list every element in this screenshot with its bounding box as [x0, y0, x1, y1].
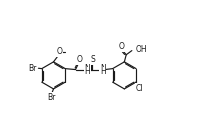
Text: N: N — [100, 64, 106, 73]
Text: OH: OH — [135, 45, 147, 54]
Text: S: S — [90, 55, 95, 64]
Text: H: H — [84, 67, 90, 76]
Text: Br: Br — [28, 64, 37, 73]
Text: Br: Br — [47, 93, 56, 102]
Text: O: O — [57, 47, 63, 56]
Text: O: O — [118, 42, 124, 51]
Text: O: O — [76, 55, 82, 64]
Text: N: N — [84, 64, 90, 73]
Text: H: H — [100, 67, 106, 76]
Text: Cl: Cl — [136, 84, 143, 93]
